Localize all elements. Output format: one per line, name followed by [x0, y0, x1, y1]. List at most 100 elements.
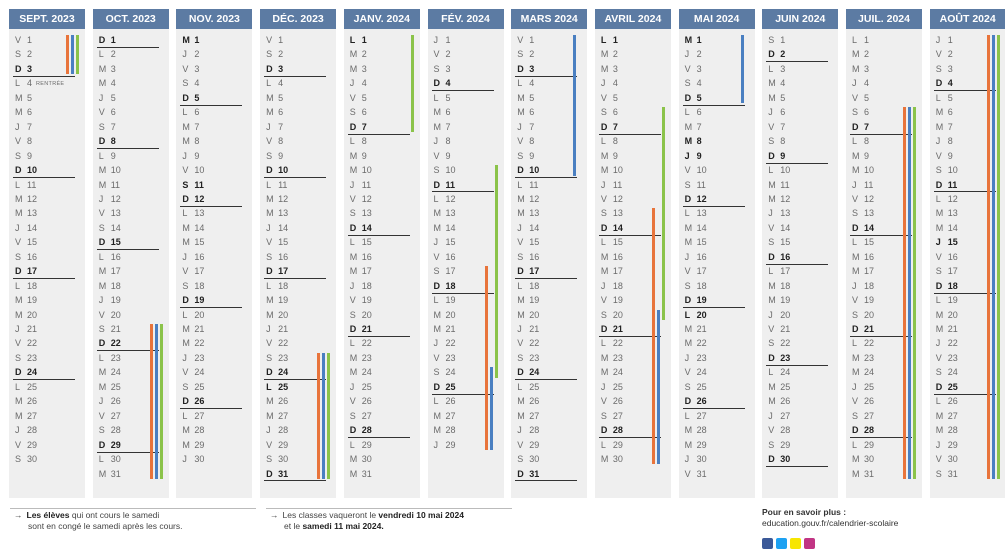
weekday-letter: V	[266, 338, 273, 349]
instagram-icon[interactable]	[804, 538, 815, 549]
weekday-letter: L	[517, 179, 523, 190]
weekday-letter: J	[768, 208, 773, 219]
day-row: V 15	[15, 235, 37, 249]
weekday-letter: J	[684, 150, 690, 161]
day-number: 15	[110, 237, 121, 248]
weekday-letter: M	[517, 295, 525, 306]
weekday-letter: D	[182, 295, 189, 306]
weekday-letter: L	[433, 193, 439, 204]
weekday-letter: V	[517, 136, 524, 147]
day-number: 26	[110, 396, 121, 407]
day-number: 24	[696, 367, 707, 378]
twitter-icon[interactable]	[776, 538, 787, 549]
weekday-letter: M	[852, 63, 860, 74]
day-row: D 21	[852, 322, 874, 336]
weekday-letter: S	[433, 63, 440, 74]
day-number: 21	[110, 324, 121, 334]
day-number: 2	[27, 49, 33, 60]
weekday-letter: V	[768, 222, 775, 233]
day-number: 21	[696, 324, 707, 334]
weekday-letter: L	[266, 280, 272, 291]
weekday-letter: S	[517, 49, 524, 60]
day-row: J 18	[601, 279, 623, 293]
day-row: S 20	[601, 308, 623, 322]
weekday-letter: D	[349, 222, 357, 233]
day-number: 22	[947, 338, 958, 349]
day-row: J 30	[182, 452, 204, 466]
day-row: V 21	[768, 322, 790, 336]
weekday-letter: J	[15, 121, 20, 132]
day-row: L 12	[936, 192, 958, 206]
week-separator	[180, 205, 243, 207]
day-number: 6	[445, 107, 451, 118]
day-row: S 11	[685, 178, 706, 192]
vacation-bar-green	[494, 165, 498, 378]
day-number: 9	[529, 150, 535, 161]
snapchat-icon[interactable]	[790, 538, 801, 549]
day-row: L 27	[182, 409, 204, 423]
weekday-letter: V	[15, 136, 22, 147]
week-separator	[96, 46, 159, 48]
weekday-letter: D	[98, 439, 106, 450]
day-row: D 18	[936, 279, 958, 293]
day-number: 15	[780, 237, 791, 248]
weekday-letter: L	[600, 439, 606, 450]
day-row: V 22	[517, 336, 539, 350]
vacation-bar-blue	[573, 35, 577, 176]
weekday-letter: M	[935, 425, 944, 436]
day-row: J 29	[936, 438, 958, 452]
day-number: 13	[27, 208, 38, 219]
week-separator	[598, 437, 661, 439]
facebook-icon[interactable]	[762, 538, 773, 549]
weekday-letter: M	[15, 396, 23, 407]
vacation-bar-orange	[651, 208, 655, 465]
weekday-letter: L	[349, 439, 355, 450]
day-row: M 26	[15, 394, 37, 408]
weekday-letter: M	[433, 208, 442, 219]
weekday-letter: D	[768, 454, 775, 465]
day-row: M 20	[434, 308, 456, 322]
day-number: 4	[445, 78, 451, 89]
day-number: 7	[194, 121, 200, 132]
day-row: S 17	[434, 264, 456, 278]
day-row: D 24	[517, 365, 539, 379]
more-info-url[interactable]: education.gouv.fr/calendrier-scolaire	[762, 518, 899, 528]
day-row: V 23	[936, 351, 958, 365]
day-number: 21	[194, 324, 205, 334]
day-row: D 21	[350, 322, 372, 336]
day-row: V 12	[350, 192, 372, 206]
weekday-letter: M	[935, 208, 944, 219]
day-row: M 27	[15, 409, 37, 423]
vacation-bar-orange	[484, 266, 488, 451]
weekday-letter: M	[266, 193, 274, 204]
day-number: 15	[194, 237, 205, 248]
day-row: J 30	[685, 452, 707, 466]
day-row: L 10	[768, 163, 790, 177]
weekday-letter: D	[433, 78, 441, 89]
weekday-letter: M	[433, 309, 442, 320]
day-row: L 30	[99, 452, 121, 466]
weekday-letter: M	[600, 150, 609, 161]
weekday-letter: L	[852, 136, 858, 147]
day-number: 27	[612, 410, 623, 421]
day-number: 25	[445, 381, 456, 392]
day-row: L 18	[517, 279, 539, 293]
weekday-letter: M	[935, 121, 944, 132]
day-number: 10	[947, 165, 958, 176]
day-row: M 14	[936, 221, 958, 235]
day-number: 24	[110, 367, 121, 378]
day-row: L 25	[266, 380, 288, 394]
day-number: 27	[361, 410, 372, 421]
month-header: OCT. 2023	[92, 9, 169, 29]
day-row: M 18	[768, 279, 790, 293]
